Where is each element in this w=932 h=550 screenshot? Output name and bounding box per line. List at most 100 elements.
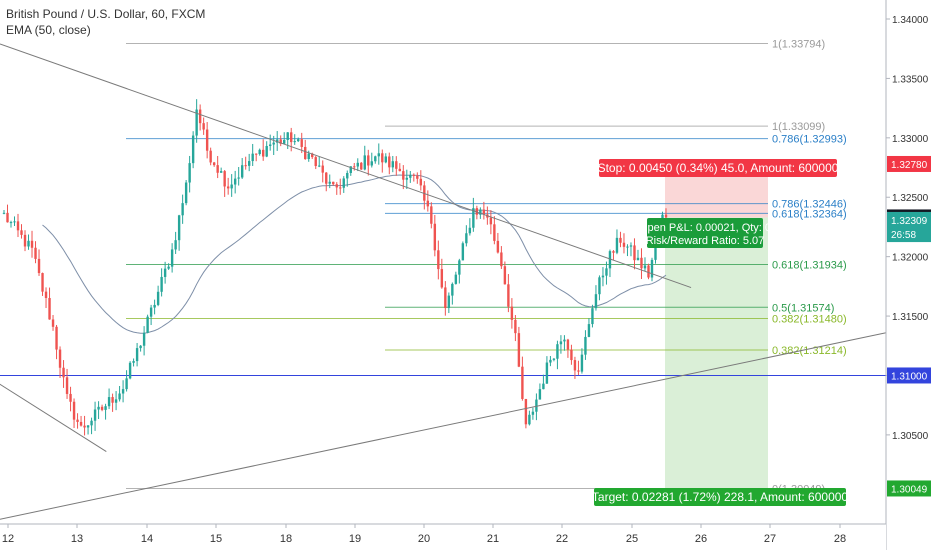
candle-body [636,257,640,261]
candle-body [93,409,97,421]
candle-body [591,308,594,325]
candle-body [226,186,230,189]
candle-body [430,206,433,224]
candle-body [69,393,72,402]
candle-body [216,165,219,173]
candle-body [388,156,391,168]
candle-body [349,166,352,173]
candle-body [90,420,93,426]
candle-body [339,187,342,189]
candle-body [311,153,314,158]
candle-body [654,242,657,260]
candle-body [615,237,619,253]
candle-body [62,367,65,378]
time-tick-label: 20 [418,533,430,545]
candle-body [580,354,584,372]
fib-level-label: 0.786(1.32993) [772,134,847,146]
candle-body [212,162,216,166]
candle-body [128,362,132,379]
candle-body [279,139,282,144]
candle-body [13,221,16,223]
candle-body [314,157,317,167]
candle-body [444,287,447,309]
candle-body [293,141,296,143]
candle-body [27,240,30,247]
candle-body [594,294,598,309]
candle-body [307,153,310,160]
candle-body [230,184,233,189]
price-tag-box [887,367,931,384]
candle-body [353,166,356,168]
target-label-box [594,488,846,506]
candle-body [472,208,475,228]
candle-body [503,266,507,285]
candle-body [507,284,510,307]
candle-body [458,260,461,275]
time-tick-label: 18 [280,533,292,545]
candle-body [48,298,51,320]
candle-body [440,269,444,288]
price-tag-box [887,226,931,243]
candle-body [419,178,423,186]
candle-body [16,221,20,231]
candle-body [566,339,570,350]
candle-body [377,153,380,157]
time-tick-label: 25 [626,533,638,545]
candle-body [55,326,58,350]
stop-label-box [599,159,837,177]
candle-body [209,150,212,163]
candle-body [83,425,86,428]
stop-label: Stop: 0.00450 (0.34%) 45.0, Amount: 6000… [598,161,839,175]
candle-body [6,212,9,223]
candle-body [461,243,465,261]
fib-level-label: 1(1.33099) [772,121,825,133]
fib-level-label: 1(1.33794) [772,38,825,50]
candle-body [545,362,549,384]
candle-body [41,273,44,292]
pnl-label: Open P&L: 0.00021, Qty: 0 [639,222,771,234]
candle-body [223,171,226,187]
candle-body [135,348,139,362]
time-tick-label: 26 [695,533,707,545]
candle-body [391,161,394,168]
time-tick-label: 27 [764,533,776,545]
candle-body [156,291,160,305]
candle-body [598,277,601,295]
candle-body [146,316,149,333]
candle-body [608,251,612,269]
candle-body [342,178,345,188]
candle-body [97,406,100,410]
candle-body [2,212,6,214]
candle-body [605,268,608,276]
fib-level-label: 0.618(1.31934) [772,259,847,271]
candle-body [626,246,629,248]
candle-body [346,172,349,179]
candle-body [325,172,328,184]
candle-body [496,240,500,253]
price-tick-label: 1.32000 [892,253,929,264]
candle-body [195,109,198,136]
trendline [0,332,887,520]
ema-indicator-label[interactable]: EMA (50, close) [6,23,91,37]
candle-body [433,223,437,251]
candle-body [395,161,398,169]
candle-body [374,156,377,162]
fib-level-label: 0.382(1.31214) [772,345,847,357]
time-tick-label: 22 [556,533,568,545]
candle-body [153,304,156,308]
candle-body [44,291,48,299]
candle-body [335,184,338,188]
time-tick-label: 12 [2,533,14,545]
target-label: Target: 0.02281 (1.72%) 228.1, Amount: 6… [592,490,849,504]
candle-body [177,215,181,241]
candle-body [549,359,552,363]
candle-body [538,389,542,400]
price-tag-label: 1.32309 [891,216,928,227]
candle-body [573,360,577,371]
candle-body [181,203,184,216]
time-tick-label: 13 [71,533,83,545]
candle-body [184,182,188,204]
candle-body [356,162,359,167]
